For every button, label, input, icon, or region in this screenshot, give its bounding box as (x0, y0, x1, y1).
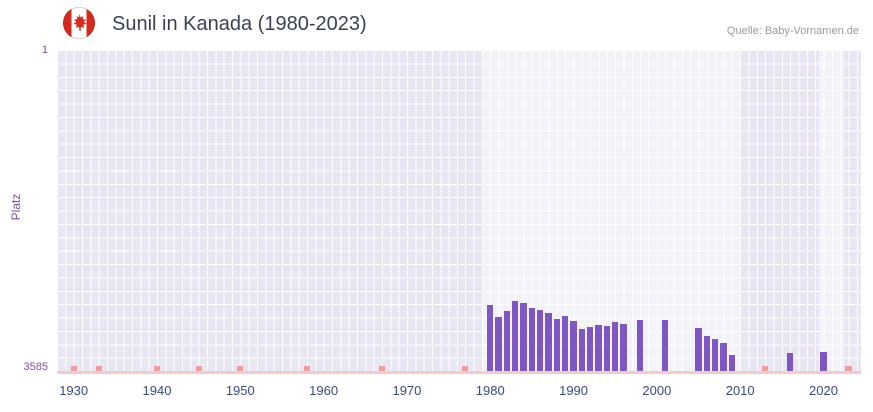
rank-bar-2001[interactable] (662, 319, 669, 371)
rank-bar-1990[interactable] (570, 321, 577, 371)
rank-bar-1994[interactable] (603, 325, 610, 371)
no-rank-mark-1967 (378, 366, 386, 371)
rank-bar-1980[interactable] (487, 305, 494, 371)
rank-bar-1985[interactable] (528, 307, 535, 371)
rank-bar-1981[interactable] (495, 316, 502, 371)
rank-bar-1986[interactable] (537, 309, 544, 371)
x-tick-label-1960: 1960 (309, 383, 339, 398)
rank-bar-2008[interactable] (720, 342, 727, 371)
x-axis: 1930 1940 1950 1960 1970 1980 1990 2000 2010 2020 (57, 383, 861, 403)
rank-bar-1987[interactable] (545, 313, 552, 371)
rank-bar-1982[interactable] (503, 311, 511, 371)
rank-bar-1996[interactable] (620, 323, 627, 371)
x-tick-label-2020: 2020 (809, 383, 838, 398)
rank-bar-2006[interactable] (703, 335, 710, 371)
highlight-band (819, 50, 845, 371)
no-rank-mark-1933 (95, 366, 102, 371)
rank-bar-2020[interactable] (820, 351, 827, 371)
y-tick-bottom: 3585 (23, 361, 48, 373)
rank-bar-1989[interactable] (562, 315, 569, 371)
rank-bar-1983[interactable] (512, 300, 519, 371)
rank-bar-2007[interactable] (712, 339, 719, 371)
x-tick-label-1980: 1980 (475, 383, 505, 398)
plot-area (57, 50, 861, 374)
no-rank-mark-2013 (762, 366, 769, 371)
no-rank-mark-1977 (462, 366, 469, 371)
x-tick-label-1950: 1950 (225, 383, 255, 398)
rank-bar-2016[interactable] (787, 352, 794, 371)
no-rank-mark-2023 (845, 366, 852, 371)
rank-bar-1992[interactable] (587, 326, 594, 371)
rank-bar-2009[interactable] (728, 355, 735, 371)
x-tick-label-2010: 2010 (725, 383, 755, 398)
rank-bar-1993[interactable] (595, 324, 602, 371)
source-attribution: Quelle: Baby-Vornamen.de (726, 25, 859, 37)
y-tick-top: 1 (41, 44, 48, 56)
canada-flag-icon (63, 7, 95, 39)
grid-lines (57, 50, 861, 371)
x-tick-label-1970: 1970 (392, 383, 422, 398)
no-rank-mark-1945 (195, 366, 202, 371)
rank-bar-1998[interactable] (637, 319, 644, 371)
rank-bar-2005[interactable] (695, 327, 702, 371)
rank-bar-1995[interactable] (612, 322, 619, 371)
chart-title: Sunil in Kanada (1980-2023) (112, 13, 367, 35)
rank-bar-1984[interactable] (520, 303, 527, 371)
rank-bar-1988[interactable] (553, 318, 560, 371)
x-tick-label-1940: 1940 (142, 383, 172, 398)
x-tick-label-1990: 1990 (559, 383, 589, 398)
y-axis-label: Platz (9, 193, 23, 221)
no-rank-mark-1940 (153, 366, 161, 371)
rank-bar-1991[interactable] (578, 329, 585, 371)
no-rank-mark-1958 (303, 366, 311, 371)
x-tick-label-1930: 1930 (59, 383, 89, 398)
no-rank-mark-1950 (237, 366, 244, 371)
no-rank-mark-1930 (70, 366, 77, 371)
x-tick-label-2000: 2000 (642, 383, 672, 398)
